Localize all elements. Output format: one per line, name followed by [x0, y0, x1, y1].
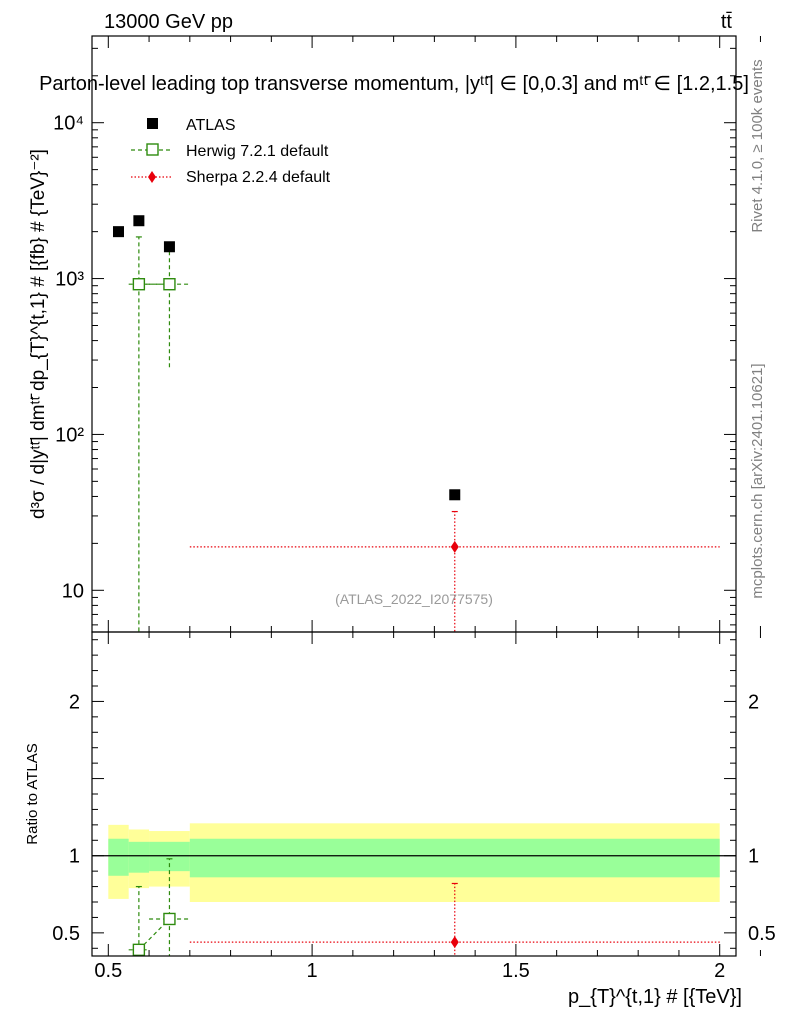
- ratio-y-tick-label-left-0: 0.5: [52, 923, 80, 945]
- ratio-y-tick-label-right-0: 0.5: [748, 923, 776, 945]
- legend-sherpa-marker: [148, 171, 156, 183]
- legend-sherpa-label: Sherpa 2.2.4 default: [186, 169, 331, 186]
- rivet-version-label: Rivet 4.1.0, ≥ 100k events: [749, 59, 766, 232]
- analysis-watermark: (ATLAS_2022_I2077575): [335, 591, 493, 607]
- x-axis-label: p_{T}^{t,1} # [{TeV}]: [568, 986, 742, 1008]
- ratio-y-tick-label-right-1: 1: [748, 846, 759, 868]
- ratio-uncertainty-bands: [92, 823, 736, 902]
- main-atlas-marker-0: [112, 226, 124, 238]
- main-y-tick-label-1: 10²: [55, 424, 84, 446]
- main-herwig-marker-1: [163, 278, 176, 291]
- main-y-axis-label: d³σ / d|yᵗᵗ̄| dmᵗᵗ̄ dp_{T}^{t,1} # [{fb}…: [28, 149, 49, 519]
- header-energy: 13000 GeV pp: [104, 11, 233, 33]
- mcplots-credit-label: mcplots.cern.ch [arXiv:2401.10621]: [749, 363, 766, 598]
- ratio-band-inner-3: [189, 838, 720, 878]
- main-atlas-marker-2: [163, 241, 175, 253]
- legend-atlas-label: ATLAS: [186, 117, 236, 134]
- ratio-herwig-marker-0: [132, 943, 146, 956]
- x-tick-label-3: 2: [714, 960, 725, 982]
- main-atlas-marker-3: [449, 489, 461, 501]
- x-tick-label-2: 1.5: [502, 960, 530, 982]
- header-process: tt̄: [721, 11, 733, 33]
- x-tick-label-1: 1: [307, 960, 318, 982]
- main-series-group: [112, 215, 720, 632]
- ratio-y-tick-label-right-2: 2: [748, 691, 759, 713]
- ratio-series-group: [128, 858, 720, 956]
- axis-ticks: 0.5 1 1.5 2 10 10² 10³ 10⁴ 0.5 0.5 1 1 2 2: [52, 36, 776, 982]
- ratio-y-axis-label: Ratio to ATLAS: [24, 743, 41, 844]
- x-tick-label-0: 0.5: [94, 960, 122, 982]
- main-herwig-marker-0: [132, 278, 146, 291]
- main-y-tick-label-3: 10⁴: [53, 113, 84, 135]
- ratio-y-tick-label-left-2: 2: [69, 691, 80, 713]
- main-sherpa-marker-0: [450, 540, 459, 553]
- ratio-y-tick-label-left-1: 1: [69, 846, 80, 868]
- ratio-herwig-marker-1: [163, 912, 176, 926]
- ratio-band-inner-0: [108, 838, 129, 876]
- main-y-tick-label-0: 10: [62, 580, 84, 602]
- legend-herwig-label: Herwig 7.2.1 default: [186, 143, 329, 160]
- legend-atlas-marker: [147, 118, 158, 129]
- ratio-band-inner-1: [128, 841, 150, 873]
- ratio-sherpa-marker-0: [450, 936, 459, 949]
- main-atlas-marker-1: [133, 215, 145, 227]
- plot-title: Parton-level leading top transverse mome…: [39, 73, 749, 95]
- legend: ATLAS Herwig 7.2.1 default Sherpa 2.2.4 …: [131, 117, 331, 186]
- main-y-tick-label-2: 10³: [55, 269, 84, 291]
- legend-herwig-marker: [146, 143, 159, 156]
- ratio-frame: [91, 631, 737, 957]
